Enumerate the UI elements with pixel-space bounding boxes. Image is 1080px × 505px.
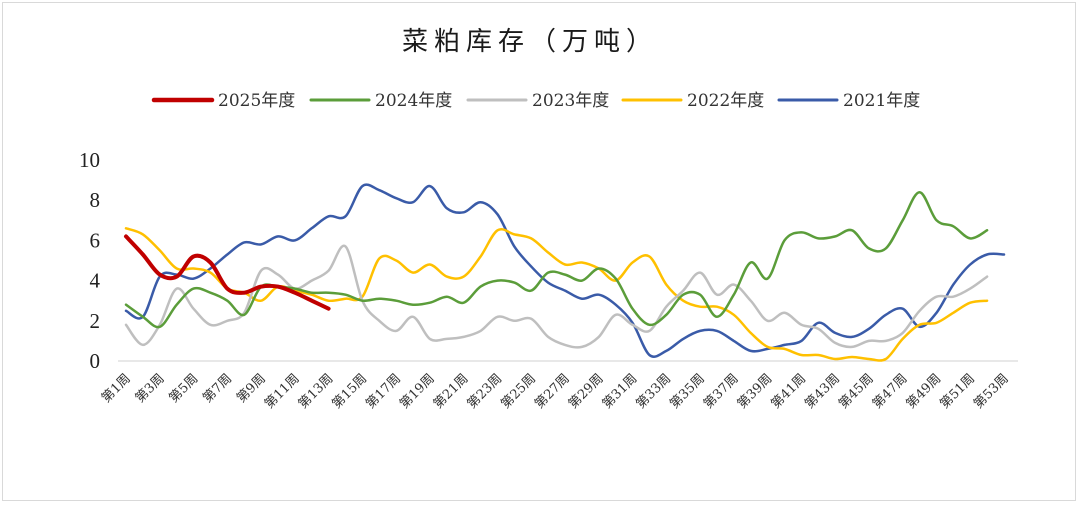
x-tick-label: 第25周 xyxy=(498,371,539,412)
x-tick-label: 第15周 xyxy=(330,371,371,412)
x-tick-label: 第1周 xyxy=(99,371,134,406)
legend-label: 2021年度 xyxy=(843,91,920,111)
x-tick-label: 第35周 xyxy=(667,371,708,412)
y-tick-label: 4 xyxy=(90,269,101,293)
series-line-2022年度 xyxy=(124,227,989,362)
x-tick-label: 第33周 xyxy=(633,371,674,412)
legend-label: 2023年度 xyxy=(532,91,609,111)
x-tick-label: 第39周 xyxy=(735,371,776,412)
x-tick-label: 第11周 xyxy=(262,371,303,412)
x-tick-label: 第7周 xyxy=(200,371,235,406)
x-tick-label: 第19周 xyxy=(397,371,438,412)
x-tick-label: 第3周 xyxy=(133,371,168,406)
x-tick-label: 第27周 xyxy=(532,371,573,412)
chart-title: 菜粕库存（万吨） xyxy=(402,27,658,57)
x-tick-label: 第29周 xyxy=(566,371,607,412)
series-group xyxy=(124,183,1006,362)
x-tick-label: 第37周 xyxy=(701,371,742,412)
y-tick-label: 8 xyxy=(90,188,101,212)
y-tick-label: 6 xyxy=(90,228,101,252)
x-tick-label: 第13周 xyxy=(296,371,337,412)
x-tick-label: 第5周 xyxy=(167,371,202,406)
x-tick-label: 第49周 xyxy=(904,371,945,412)
x-tick-label: 第23周 xyxy=(465,371,506,412)
x-tick-label: 第53周 xyxy=(971,371,1012,412)
x-tick-label: 第45周 xyxy=(836,371,877,412)
x-tick-label: 第43周 xyxy=(802,371,843,412)
y-tick-label: 2 xyxy=(90,309,101,333)
y-tick-label: 0 xyxy=(90,349,101,373)
series-line-2023年度 xyxy=(124,244,989,349)
x-tick-label: 第21周 xyxy=(431,371,472,412)
legend-label: 2024年度 xyxy=(375,91,452,111)
x-tick-label: 第41周 xyxy=(769,371,810,412)
legend-label: 2025年度 xyxy=(218,91,295,111)
y-tick-label: 10 xyxy=(79,148,100,172)
series-line-2025年度 xyxy=(124,234,331,311)
x-tick-label: 第31周 xyxy=(600,371,641,412)
x-tick-label: 第17周 xyxy=(363,371,404,412)
legend-label: 2022年度 xyxy=(687,91,764,111)
series-line-2021年度 xyxy=(124,183,1006,358)
x-tick-label: 第47周 xyxy=(870,371,911,412)
x-tick-label: 第51周 xyxy=(937,371,978,412)
legend: 2025年度 2024年度 2023年度 2022年度 2021年度 xyxy=(151,91,920,111)
